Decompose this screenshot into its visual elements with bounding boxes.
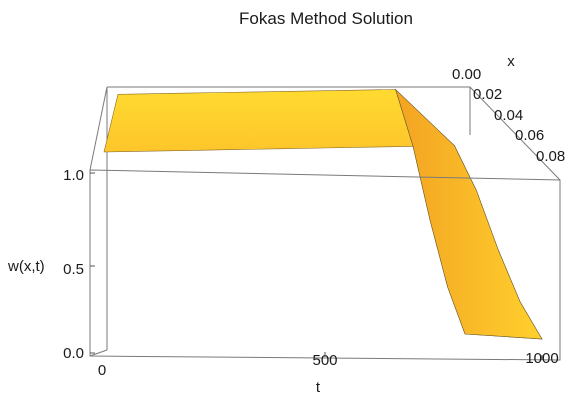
z-tick-label: 1.0 — [63, 167, 84, 184]
box-front-edges — [89, 169, 561, 361]
t-axis: 0 500 1000 t — [98, 350, 559, 396]
t-tick-label: 500 — [312, 352, 337, 369]
x-axis: 0.00 0.02 0.04 0.06 0.08 x — [452, 53, 565, 165]
z-tick-label: 0.5 — [63, 261, 84, 278]
t-axis-label: t — [316, 379, 321, 396]
surface-edge — [394, 88, 543, 340]
x-tick-label: 0.04 — [494, 107, 523, 124]
x-tick-label: 0.02 — [473, 86, 502, 103]
x-tick-label: 0.08 — [536, 148, 565, 165]
x-axis-label: x — [507, 53, 515, 70]
box-front-floor-left — [89, 349, 108, 357]
z-tick-label: 0.0 — [63, 345, 84, 362]
x-tick-label: 0.00 — [452, 66, 481, 83]
box-back-left — [89, 86, 108, 171]
x-tick-label: 0.06 — [515, 127, 544, 144]
z-axis-label: w(x,t) — [7, 258, 45, 275]
chart-title: Fokas Method Solution — [239, 9, 413, 28]
t-tick-label: 0 — [98, 362, 106, 379]
z-axis: 0.0 0.5 1.0 w(x,t) — [7, 167, 95, 362]
